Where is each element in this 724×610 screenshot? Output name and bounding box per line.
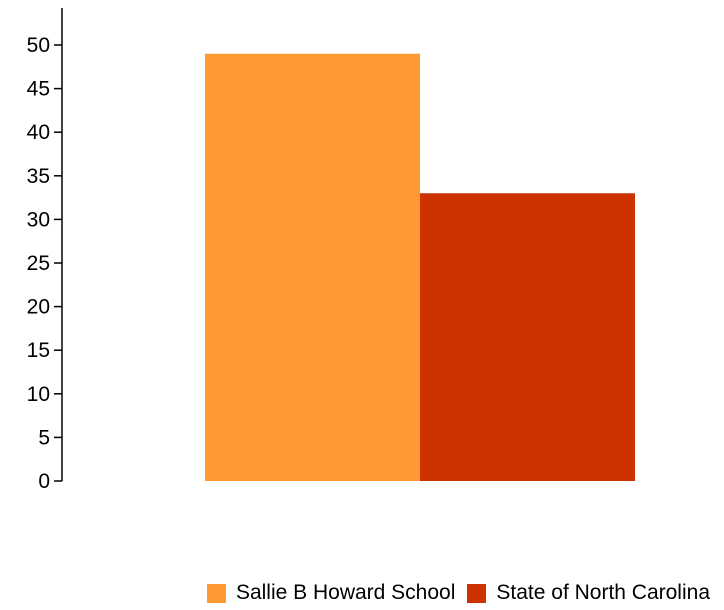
legend-label-sallie-b-howard-school: Sallie B Howard School: [235, 581, 456, 604]
y-tick-label: 20: [27, 296, 50, 319]
y-tick-label: 10: [27, 383, 50, 406]
legend-swatch-state-of-north-carolina: [467, 583, 487, 603]
y-tick-label: 50: [27, 34, 50, 57]
legend: Sallie B Howard School State of North Ca…: [0, 580, 724, 606]
legend-item-sallie-b-howard-school: Sallie B Howard School: [206, 581, 456, 605]
legend-swatch-sallie-b-howard-school: [206, 583, 226, 603]
y-tick-label: 0: [38, 470, 50, 493]
y-tick-label: 40: [27, 121, 50, 144]
bar-chart: 0 5 10 15 20 25 30 35 40 45 50: [27, 8, 635, 493]
bars: [205, 53, 635, 482]
y-tick-label: 15: [27, 339, 50, 362]
y-axis-ticks: 0 5 10 15 20 25 30 35 40 45 50: [27, 34, 62, 493]
y-tick-label: 35: [27, 165, 50, 188]
legend-label-state-of-north-carolina: State of North Carolina: [496, 581, 710, 604]
bar-sallie-b-howard-school: [205, 53, 420, 481]
y-tick-label: 25: [27, 252, 50, 275]
bar-state-of-north-carolina: [420, 193, 635, 482]
y-tick-label: 45: [27, 78, 50, 101]
y-tick-label: 5: [38, 426, 50, 449]
y-tick-label: 30: [27, 208, 50, 231]
legend-item-state-of-north-carolina: State of North Carolina: [467, 581, 710, 605]
